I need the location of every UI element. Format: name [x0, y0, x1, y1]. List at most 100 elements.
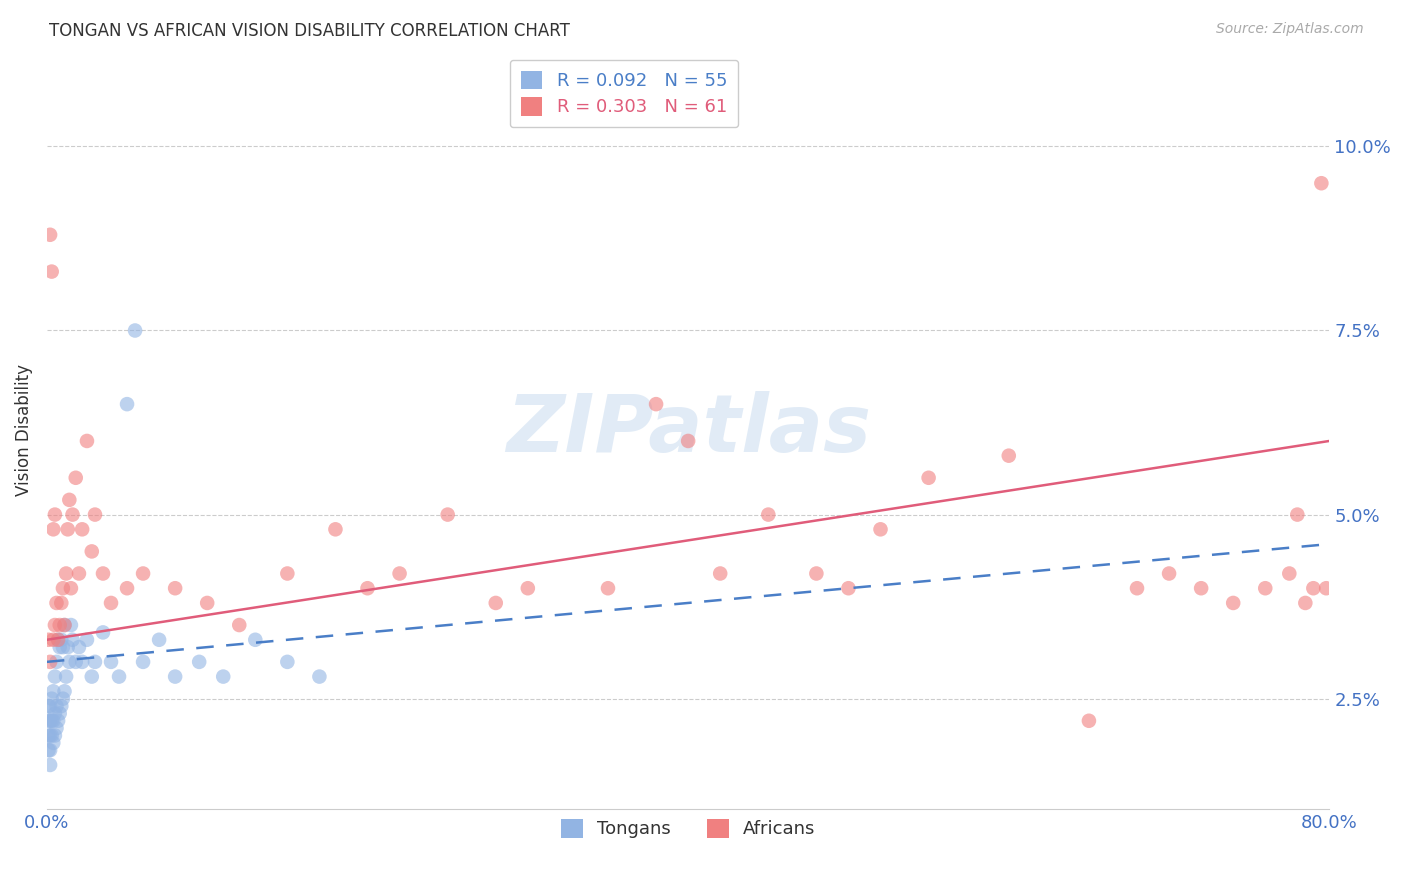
Point: [53, 618, 76, 632]
Point: [124, 324, 146, 338]
Y-axis label: Vision Disability: Vision Disability: [15, 364, 32, 496]
Point: [41, 691, 63, 706]
Point: [132, 566, 155, 581]
Point: [100, 596, 122, 610]
Point: [52, 691, 75, 706]
Point: [70, 655, 93, 669]
Point: [212, 670, 235, 684]
Point: [42, 684, 65, 698]
Point: [62, 508, 84, 522]
Point: [76, 434, 98, 448]
Point: [45, 596, 67, 610]
Point: [39, 227, 62, 242]
Point: [84, 508, 107, 522]
Point: [1294, 596, 1316, 610]
Point: [276, 566, 298, 581]
Point: [44, 729, 66, 743]
Point: [39, 699, 62, 714]
Point: [65, 655, 87, 669]
Point: [108, 670, 131, 684]
Legend: Tongans, Africans: Tongans, Africans: [554, 812, 823, 846]
Point: [80, 670, 103, 684]
Point: [709, 566, 731, 581]
Point: [115, 581, 138, 595]
Point: [516, 581, 538, 595]
Point: [997, 449, 1019, 463]
Point: [80, 544, 103, 558]
Point: [1310, 176, 1333, 190]
Point: [53, 618, 76, 632]
Point: [70, 522, 93, 536]
Point: [1222, 596, 1244, 610]
Point: [46, 714, 69, 728]
Point: [1189, 581, 1212, 595]
Point: [388, 566, 411, 581]
Point: [45, 655, 67, 669]
Point: [91, 625, 114, 640]
Point: [1077, 714, 1099, 728]
Point: [100, 655, 122, 669]
Point: [39, 743, 62, 757]
Point: [132, 655, 155, 669]
Point: [44, 706, 66, 721]
Point: [84, 655, 107, 669]
Text: TONGAN VS AFRICAN VISION DISABILITY CORRELATION CHART: TONGAN VS AFRICAN VISION DISABILITY CORR…: [49, 22, 569, 40]
Text: Source: ZipAtlas.com: Source: ZipAtlas.com: [1216, 22, 1364, 37]
Point: [1315, 581, 1337, 595]
Point: [52, 640, 75, 654]
Point: [917, 471, 939, 485]
Point: [436, 508, 458, 522]
Point: [837, 581, 859, 595]
Point: [1254, 581, 1277, 595]
Point: [62, 632, 84, 647]
Point: [1157, 566, 1180, 581]
Point: [1278, 566, 1301, 581]
Point: [596, 581, 619, 595]
Point: [46, 632, 69, 647]
Point: [76, 632, 98, 647]
Point: [39, 655, 62, 669]
Point: [195, 596, 218, 610]
Point: [806, 566, 828, 581]
Point: [869, 522, 891, 536]
Point: [48, 618, 70, 632]
Point: [37, 632, 59, 647]
Point: [65, 471, 87, 485]
Text: ZIPatlas: ZIPatlas: [506, 391, 870, 469]
Point: [115, 397, 138, 411]
Point: [645, 397, 668, 411]
Point: [44, 670, 66, 684]
Point: [59, 618, 82, 632]
Point: [59, 581, 82, 595]
Point: [1126, 581, 1149, 595]
Point: [676, 434, 699, 448]
Point: [55, 566, 77, 581]
Point: [37, 743, 59, 757]
Point: [51, 596, 73, 610]
Point: [37, 729, 59, 743]
Point: [91, 566, 114, 581]
Point: [55, 670, 77, 684]
Point: [45, 699, 67, 714]
Point: [1286, 508, 1309, 522]
Point: [56, 522, 79, 536]
Point: [325, 522, 347, 536]
Point: [56, 640, 79, 654]
Point: [67, 566, 90, 581]
Point: [44, 618, 66, 632]
Point: [48, 706, 70, 721]
Point: [756, 508, 779, 522]
Point: [1302, 581, 1324, 595]
Point: [58, 492, 80, 507]
Point: [44, 508, 66, 522]
Point: [165, 581, 187, 595]
Point: [42, 522, 65, 536]
Point: [58, 655, 80, 669]
Point: [39, 758, 62, 772]
Point: [53, 684, 76, 698]
Point: [37, 714, 59, 728]
Point: [42, 632, 65, 647]
Point: [245, 632, 267, 647]
Point: [52, 581, 75, 595]
Point: [39, 729, 62, 743]
